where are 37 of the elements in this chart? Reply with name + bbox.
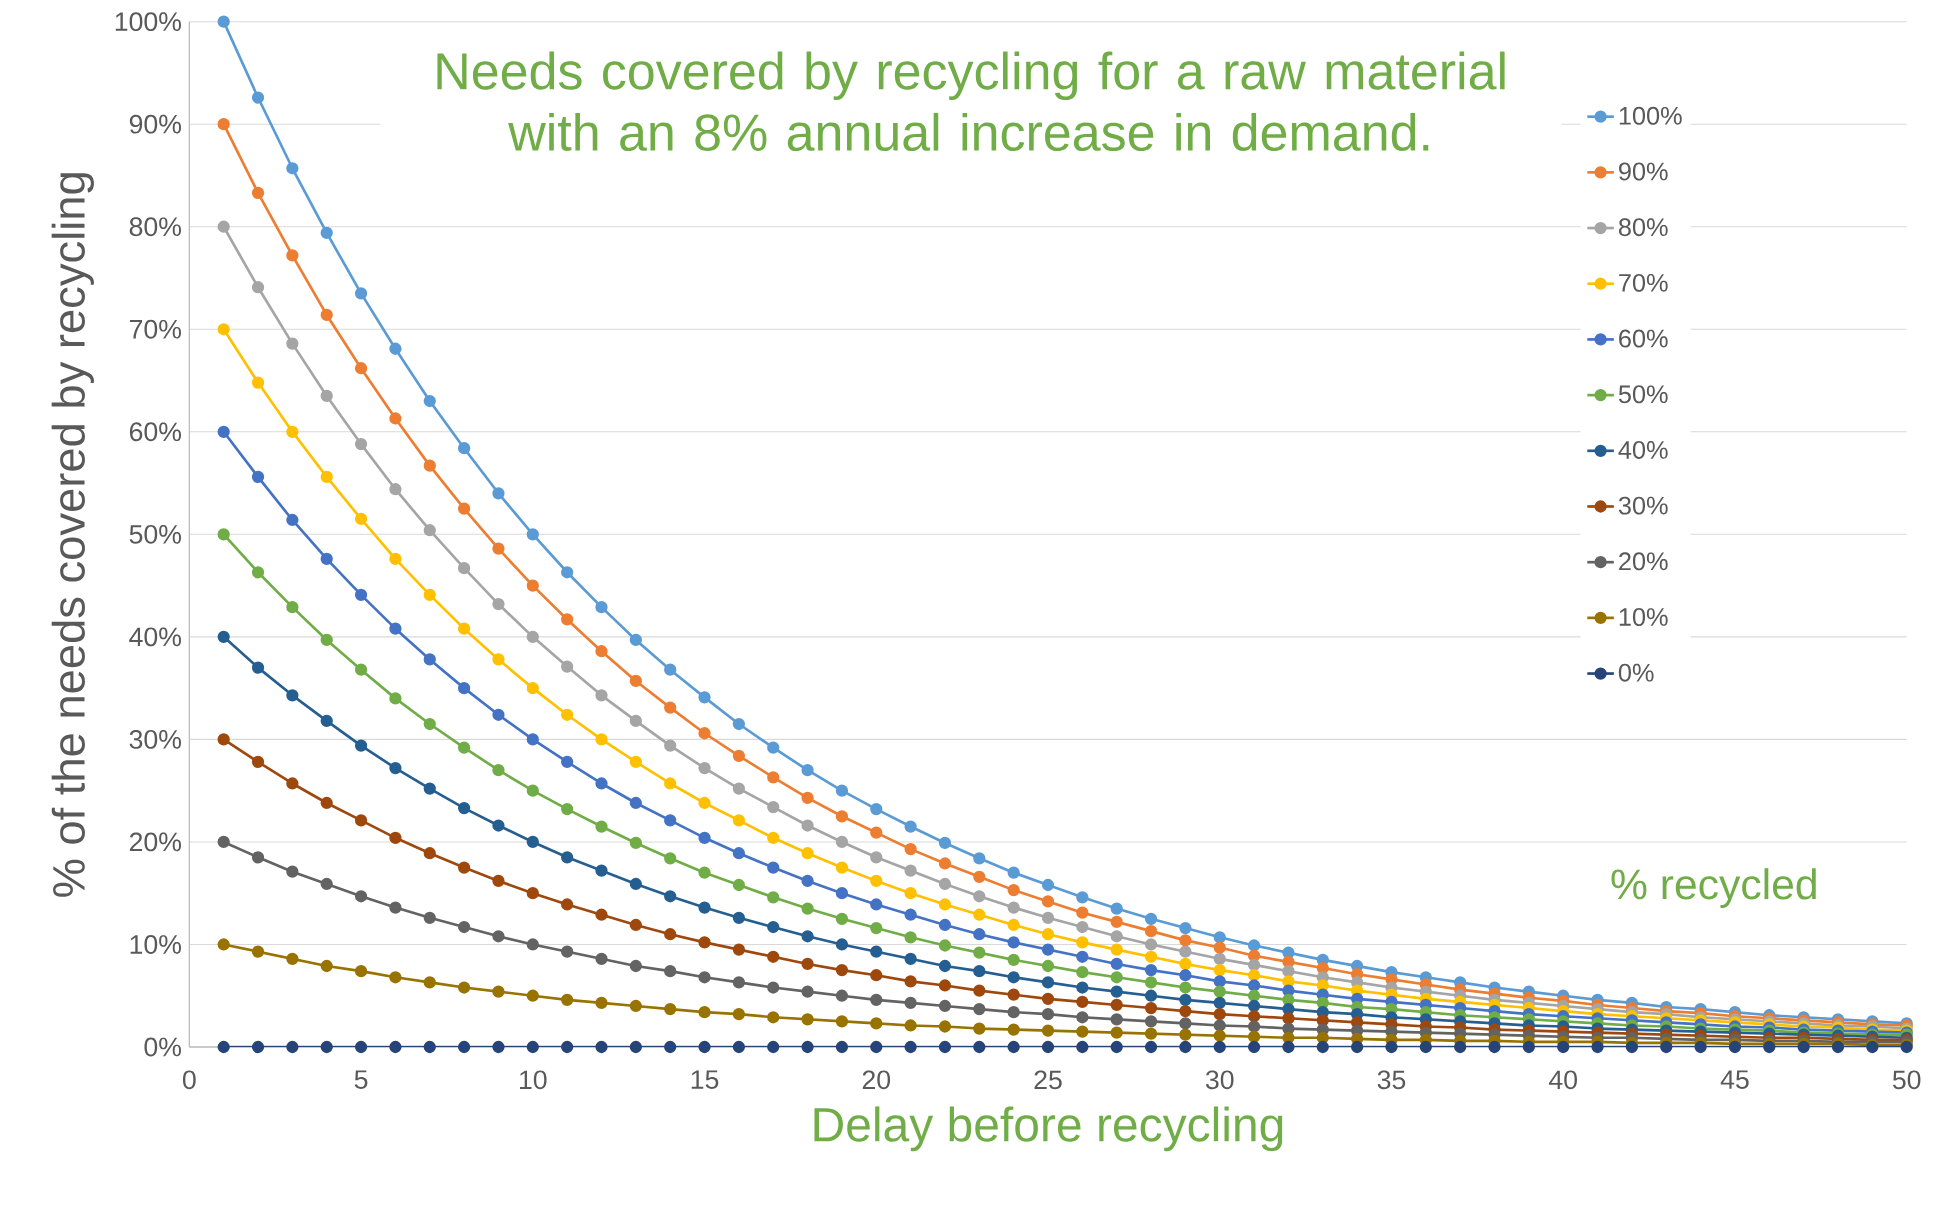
y-tick-label: 100% bbox=[115, 12, 181, 32]
y-tick-label: 50% bbox=[129, 524, 181, 544]
legend-label: 70% bbox=[1619, 273, 1668, 292]
x-tick-label: 50 bbox=[1892, 1070, 1921, 1090]
y-tick-label: 10% bbox=[130, 935, 181, 954]
x-tick-label: 15 bbox=[691, 1070, 719, 1089]
legend-label: 60% bbox=[1619, 329, 1668, 348]
x-tick-label: 0 bbox=[182, 1070, 196, 1090]
legend-label: 100% bbox=[1619, 106, 1682, 125]
legend-label: 50% bbox=[1618, 385, 1668, 404]
legend-label: 40% bbox=[1618, 440, 1668, 459]
legend-label: 90% bbox=[1619, 162, 1668, 181]
y-tick-label: 0% bbox=[144, 1037, 181, 1057]
legend-label: 10% bbox=[1619, 608, 1668, 626]
x-tick-label: 10 bbox=[520, 1070, 547, 1090]
x-tick-label: 25 bbox=[1034, 1070, 1062, 1090]
y-tick-label: 60% bbox=[129, 422, 181, 442]
x-tick-label: 35 bbox=[1377, 1070, 1406, 1090]
legend-label: 20% bbox=[1619, 552, 1668, 571]
x-tick-label: 40 bbox=[1548, 1070, 1577, 1090]
text: Needs covered by recycling for a raw material with an 8% annual increase in demand. bbox=[437, 51, 1505, 152]
legend-title: % recycled bbox=[1611, 868, 1816, 908]
y-tick-label: 90% bbox=[129, 114, 181, 134]
x-axis-title: Delay before recycling bbox=[814, 1106, 1283, 1152]
y-tick-label: 80% bbox=[129, 217, 181, 237]
legend-label: 0% bbox=[1618, 663, 1654, 682]
x-tick-label: 30 bbox=[1205, 1070, 1234, 1090]
x-tick-label: 5 bbox=[354, 1070, 368, 1089]
y-tick-label: 70% bbox=[129, 319, 181, 339]
y-tick-label: 20% bbox=[129, 832, 181, 852]
legend-label: 80% bbox=[1618, 218, 1668, 237]
y-tick-label: 40% bbox=[129, 627, 181, 647]
y-tick-label: 30% bbox=[129, 729, 181, 749]
legend-label: 30% bbox=[1618, 496, 1668, 515]
x-tick-label: 45 bbox=[1720, 1070, 1749, 1089]
x-tick-label: 20 bbox=[862, 1070, 891, 1090]
y-axis-title: % of the needs covered by recycling bbox=[51, 173, 94, 897]
